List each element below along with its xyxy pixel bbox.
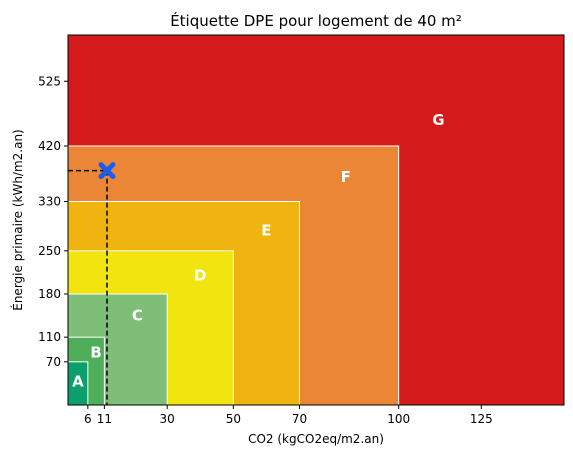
class-label-a: A — [72, 373, 84, 391]
class-label-b: B — [90, 344, 101, 362]
x-tick-label: 125 — [470, 412, 493, 426]
x-axis-label: CO2 (kgCO2eq/m2.an) — [248, 432, 384, 446]
x-tick-label: 50 — [226, 412, 241, 426]
y-tick-label: 525 — [38, 74, 61, 88]
y-tick-label: 180 — [38, 287, 61, 301]
class-label-g: G — [432, 111, 444, 129]
y-axis-label: Énergie primaire (kWh/m2.an) — [10, 129, 25, 311]
class-label-f: F — [341, 168, 351, 186]
axis-ticks: 6 11 30 50 70 100 125 70 110 180 250 330 420 525 — [38, 74, 493, 426]
point-marker — [98, 162, 116, 180]
x-tick-label: 70 — [292, 412, 307, 426]
axes-frame — [67, 34, 565, 406]
x-tick-label: 30 — [160, 412, 175, 426]
class-label-e: E — [261, 221, 271, 239]
y-tick-label: 420 — [38, 139, 61, 153]
y-tick-label: 250 — [38, 244, 61, 258]
plot-area: G F E D C BA — [67, 34, 565, 406]
chart-title: Étiquette DPE pour logement de 40 m² — [170, 11, 462, 30]
class-label-c: C — [132, 307, 143, 325]
class-label-d: D — [194, 267, 206, 285]
x-tick-label: 11 — [97, 412, 112, 426]
x-tick-label: 100 — [387, 412, 410, 426]
y-tick-label: 330 — [38, 195, 61, 209]
y-tick-label: 110 — [38, 330, 61, 344]
x-tick-label: 6 — [84, 412, 92, 426]
y-tick-label: 70 — [46, 355, 61, 369]
